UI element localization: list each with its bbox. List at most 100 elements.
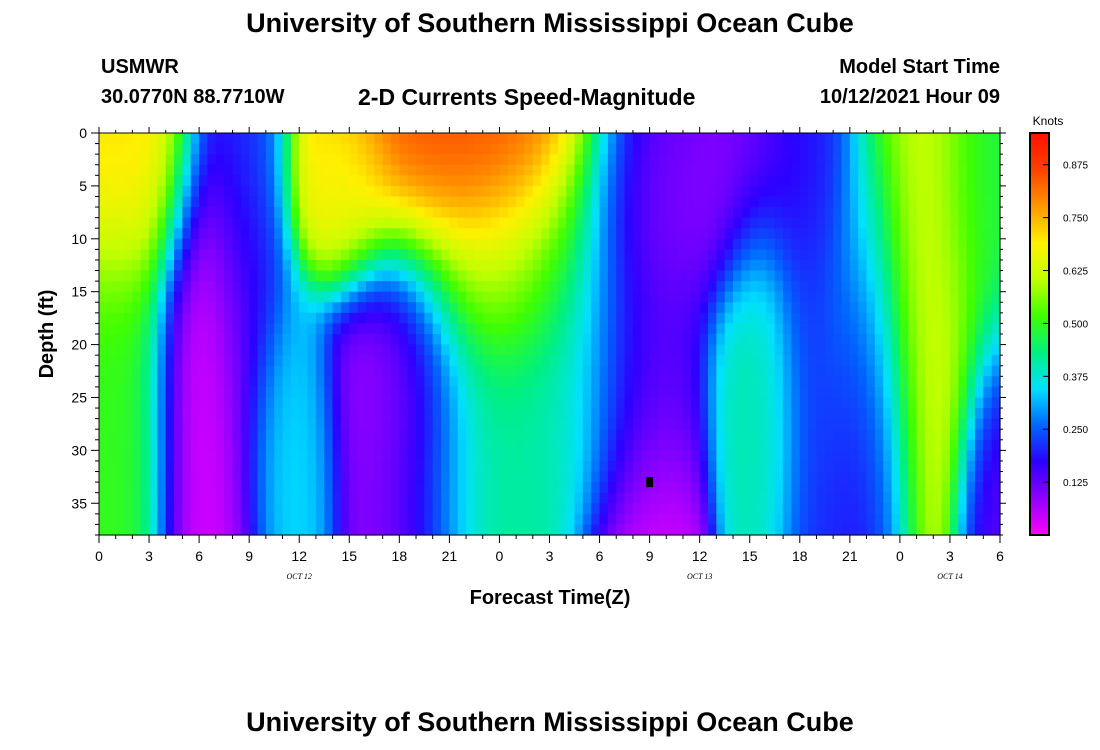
heatmap-cell	[115, 143, 125, 155]
heatmap-cell	[190, 249, 200, 261]
heatmap-cell	[240, 355, 250, 367]
heatmap-cell	[991, 397, 1001, 409]
heatmap-cell	[382, 217, 392, 229]
heatmap-cell	[716, 312, 726, 325]
heatmap-cell	[132, 386, 142, 399]
heatmap-cell	[449, 450, 459, 462]
heatmap-cell	[174, 143, 184, 155]
heatmap-cell	[866, 164, 876, 176]
heatmap-cell	[741, 196, 751, 208]
heatmap-cell	[966, 185, 976, 198]
heatmap-cell	[749, 217, 759, 229]
heatmap-cell	[599, 196, 609, 208]
heatmap-cell	[699, 238, 709, 250]
heatmap-cell	[499, 312, 509, 325]
heatmap-cell	[557, 302, 567, 314]
heatmap-cell	[849, 143, 859, 155]
heatmap-cell	[274, 238, 284, 250]
heatmap-cell	[199, 376, 209, 388]
heatmap-cell	[566, 143, 576, 155]
heatmap-cell	[157, 513, 167, 526]
heatmap-cell	[132, 460, 142, 473]
heatmap-cell	[532, 334, 542, 346]
heatmap-cell	[791, 471, 801, 483]
heatmap-cell	[791, 164, 801, 176]
heatmap-cell	[974, 323, 984, 335]
heatmap-cell	[833, 503, 843, 515]
heatmap-cell	[232, 207, 242, 219]
heatmap-cell	[691, 334, 701, 346]
heatmap-cell	[507, 249, 517, 261]
heatmap-cell	[140, 228, 150, 240]
heatmap-cell	[257, 429, 267, 441]
heatmap-cell	[783, 175, 793, 187]
heatmap-cell	[816, 291, 826, 303]
heatmap-cell	[682, 450, 692, 462]
heatmap-cell	[182, 270, 192, 282]
heatmap-cell	[599, 281, 609, 293]
heatmap-cell	[124, 207, 133, 219]
heatmap-cell	[974, 185, 984, 198]
heatmap-cell	[983, 270, 993, 282]
heatmap-cell	[99, 228, 108, 240]
heatmap-cell	[657, 302, 667, 314]
heatmap-cell	[457, 185, 467, 198]
heatmap-cell	[407, 196, 417, 208]
heatmap-cell	[649, 312, 659, 325]
heatmap-cell	[357, 524, 367, 536]
heatmap-cell	[791, 450, 801, 462]
heatmap-cell	[224, 439, 234, 451]
heatmap-cell	[591, 312, 601, 325]
heatmap-cell	[332, 281, 342, 293]
heatmap-cell	[307, 228, 317, 240]
heatmap-cell	[682, 270, 692, 282]
heatmap-cell	[499, 143, 509, 155]
heatmap-cell	[349, 302, 359, 314]
heatmap-cell	[324, 154, 334, 166]
heatmap-cell	[991, 365, 1001, 377]
heatmap-cell	[908, 513, 918, 526]
heatmap-cell	[849, 334, 859, 346]
heatmap-cell	[541, 418, 551, 430]
heatmap-cell	[282, 344, 292, 356]
heatmap-cell	[749, 334, 759, 346]
heatmap-cell	[883, 259, 893, 272]
heatmap-cell	[232, 503, 242, 515]
heatmap-cell	[207, 154, 217, 166]
heatmap-cell	[808, 185, 818, 198]
heatmap-cell	[382, 492, 392, 504]
heatmap-cell	[107, 238, 117, 250]
heatmap-cell	[290, 450, 300, 462]
heatmap-cell	[416, 196, 425, 208]
heatmap-cell	[549, 418, 559, 430]
heatmap-cell	[107, 482, 117, 494]
heatmap-cell	[340, 524, 350, 536]
heatmap-cell	[390, 334, 400, 346]
heatmap-cell	[390, 323, 400, 335]
heatmap-cell	[224, 196, 234, 208]
heatmap-cell	[599, 175, 609, 187]
heatmap-cell	[507, 143, 517, 155]
heatmap-cell	[591, 408, 601, 420]
heatmap-cell	[991, 471, 1001, 483]
heatmap-cell	[733, 238, 742, 250]
heatmap-cell	[991, 143, 1001, 155]
heatmap-cell	[157, 302, 167, 314]
heatmap-cell	[349, 291, 359, 303]
heatmap-cell	[699, 365, 709, 377]
heatmap-cell	[432, 259, 442, 272]
heatmap-cell	[407, 133, 417, 145]
heatmap-cell	[149, 312, 158, 325]
heatmap-cell	[841, 450, 851, 462]
heatmap-cell	[724, 164, 734, 176]
heatmap-cell	[941, 259, 951, 272]
heatmap-cell	[299, 524, 309, 536]
heatmap-cell	[566, 386, 576, 399]
heatmap-cell	[783, 471, 793, 483]
heatmap-cell	[499, 154, 509, 166]
heatmap-cell	[407, 355, 417, 367]
heatmap-cell	[991, 217, 1001, 229]
heatmap-cell	[766, 323, 776, 335]
heatmap-cell	[824, 450, 834, 462]
date-label: OCT 13	[687, 572, 712, 581]
